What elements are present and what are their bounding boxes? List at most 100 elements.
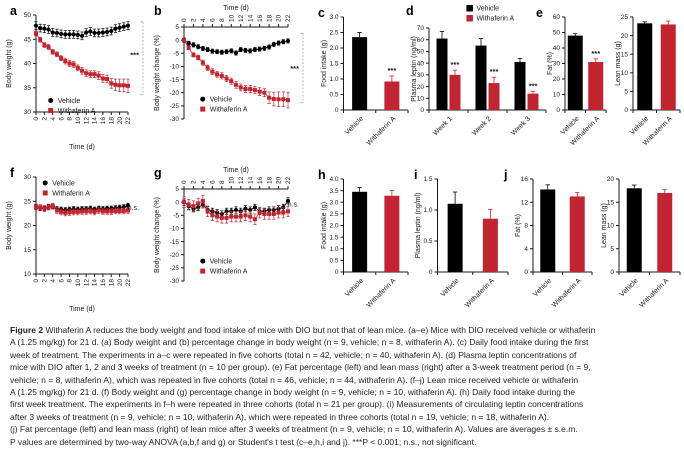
svg-text:-10: -10 — [170, 64, 180, 71]
svg-text:15: 15 — [607, 199, 615, 206]
svg-text:50: 50 — [24, 12, 32, 19]
svg-text:-25: -25 — [170, 265, 180, 272]
svg-text:20: 20 — [276, 14, 283, 22]
svg-text:25: 25 — [24, 198, 32, 205]
svg-text:-20: -20 — [170, 90, 180, 97]
svg-text:Withaferin A: Withaferin A — [639, 277, 671, 309]
panel-j-fat-chart: 0 4 8 12 16 Vehicle Withaferin A Fat (%) — [512, 166, 596, 314]
caption-line: mice with DIO after 1, 2 and 3 weeks of … — [10, 362, 591, 373]
svg-text:30: 30 — [417, 72, 425, 79]
svg-text:-5: -5 — [173, 212, 179, 219]
svg-text:-25: -25 — [170, 103, 180, 110]
panel-f-label: f — [10, 166, 15, 180]
svg-text:Time (d): Time (d) — [223, 167, 249, 174]
svg-text:4: 4 — [200, 180, 207, 184]
svg-text:1.0: 1.0 — [329, 246, 338, 253]
svg-text:15: 15 — [621, 51, 629, 58]
svg-text:2.0: 2.0 — [329, 45, 338, 52]
svg-text:Time (d): Time (d) — [69, 306, 95, 313]
caption-line: (j) Fat percentage (left) and lean mass … — [10, 424, 578, 435]
caption-line: week of treatment. The experiments in a–… — [10, 349, 577, 360]
svg-text:45: 45 — [24, 36, 32, 43]
svg-text:-15: -15 — [170, 77, 180, 84]
svg-text:20: 20 — [117, 117, 124, 125]
svg-text:Lean mass (g): Lean mass (g) — [601, 203, 608, 248]
svg-text:Vehicle: Vehicle — [210, 97, 233, 104]
svg-text:0.5: 0.5 — [329, 92, 338, 99]
svg-text:***: *** — [387, 66, 396, 75]
svg-text:0: 0 — [524, 269, 528, 276]
svg-text:2.5: 2.5 — [329, 211, 338, 218]
svg-text:0: 0 — [624, 107, 628, 114]
svg-text:30: 30 — [553, 61, 561, 68]
svg-text:14: 14 — [247, 14, 254, 22]
panel-b-label: b — [154, 4, 162, 18]
svg-text:-15: -15 — [170, 239, 180, 246]
panel-e-lean-mass-chart: 0 5 10 15 20 25 Vehicle Withaferin A Lean mass (… — [612, 4, 684, 152]
svg-text:2: 2 — [42, 117, 49, 121]
svg-text:22: 22 — [125, 117, 132, 125]
svg-text:5: 5 — [624, 89, 628, 96]
svg-text:0: 0 — [175, 37, 179, 44]
panel-c-label: c — [318, 6, 325, 20]
svg-text:Food intake (g): Food intake (g) — [321, 40, 328, 87]
svg-text:3.0: 3.0 — [329, 14, 338, 21]
svg-text:20: 20 — [417, 84, 425, 91]
svg-text:Plasma leptin (ng/ml): Plasma leptin (ng/ml) — [411, 36, 418, 102]
svg-text:***: *** — [529, 81, 538, 90]
panel-j-label: j — [504, 168, 508, 182]
svg-text:12: 12 — [521, 199, 529, 206]
svg-text:-30: -30 — [170, 278, 180, 285]
svg-text:Plasma leptin (ng/ml): Plasma leptin (ng/ml) — [415, 193, 422, 259]
svg-text:Vehicle: Vehicle — [344, 115, 365, 136]
svg-text:18: 18 — [108, 117, 115, 125]
svg-text:5: 5 — [175, 186, 179, 193]
svg-text:Fat (%): Fat (%) — [547, 52, 554, 75]
svg-text:4.0: 4.0 — [329, 176, 338, 183]
svg-text:***: *** — [290, 64, 299, 73]
svg-text:3.5: 3.5 — [329, 188, 338, 195]
svg-text:Lean mass (g): Lean mass (g) — [615, 41, 622, 86]
panel-d-plasma-leptin-chart: 0 10 20 30 40 50 60 70 *** Week 1 *** Week 2 *** Week… — [408, 2, 550, 152]
svg-text:18: 18 — [266, 14, 273, 22]
svg-text:0: 0 — [181, 180, 188, 184]
svg-text:14: 14 — [247, 176, 254, 184]
svg-text:50: 50 — [553, 30, 561, 37]
svg-text:12: 12 — [238, 176, 245, 184]
svg-text:12: 12 — [83, 117, 90, 125]
svg-text:6: 6 — [210, 18, 217, 22]
svg-text:10: 10 — [24, 271, 32, 278]
svg-text:Withaferin A: Withaferin A — [366, 277, 398, 309]
panel-b-weight-change-chart: 5 0 -5 -10 -15 -20 -25 -30 0 2 4 6 8 10 12 14 16 18 20 22 Ti… — [150, 2, 308, 152]
svg-text:0: 0 — [175, 199, 179, 206]
svg-text:8: 8 — [219, 180, 226, 184]
svg-text:35: 35 — [24, 85, 32, 92]
svg-text:4: 4 — [50, 117, 57, 121]
svg-text:Withaferin A: Withaferin A — [551, 277, 583, 309]
caption-line: Figure 2 Withaferin A reduces the body w… — [10, 324, 678, 336]
svg-text:2: 2 — [191, 180, 198, 184]
svg-text:10: 10 — [228, 14, 235, 22]
figure-caption: Figure 2 Withaferin A reduces the body w… — [10, 324, 678, 448]
svg-text:4: 4 — [524, 246, 528, 253]
svg-text:10: 10 — [75, 117, 82, 125]
svg-text:4: 4 — [50, 279, 57, 283]
svg-text:0: 0 — [33, 117, 40, 121]
svg-text:1.5: 1.5 — [329, 61, 338, 68]
svg-text:1.5: 1.5 — [329, 234, 338, 241]
svg-text:Week 2: Week 2 — [471, 115, 493, 137]
svg-text:0: 0 — [181, 18, 188, 22]
svg-text:10: 10 — [75, 279, 82, 287]
svg-text:8: 8 — [524, 223, 528, 230]
caption-line: vehicle; n = 8, withaferin A), which was… — [10, 374, 579, 385]
svg-text:Time (d): Time (d) — [223, 5, 249, 12]
svg-text:0.5: 0.5 — [423, 238, 432, 245]
svg-text:18: 18 — [108, 279, 115, 287]
svg-text:Vehicle: Vehicle — [476, 6, 499, 13]
svg-text:0: 0 — [335, 107, 339, 114]
svg-text:5: 5 — [175, 24, 179, 31]
panel-j-lean-mass-chart: 0 5 10 15 20 Vehicle Withaferin A Lean mass (g) — [598, 166, 684, 314]
svg-text:Vehicle: Vehicle — [210, 259, 233, 266]
svg-text:12: 12 — [83, 279, 90, 287]
panel-g-weight-change-chart: 5 0 -5 -10 -15 -20 -25 -30 0 2 4 6 8 10 12 14 16 18 20 22 Ti… — [150, 164, 308, 314]
